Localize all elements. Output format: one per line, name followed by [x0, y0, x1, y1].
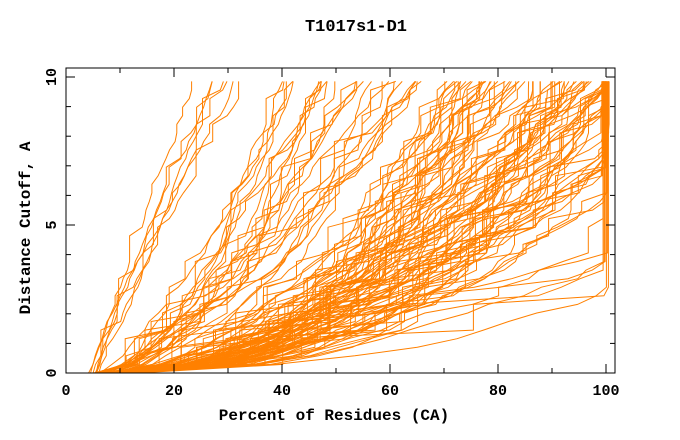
plot-frame-layer — [65, 67, 616, 374]
model-curve — [95, 81, 213, 374]
y-tick-label: 10 — [44, 68, 61, 86]
tick-labels-layer: 0 20 40 60 80 100 0 5 10 — [44, 68, 620, 400]
model-curve — [109, 81, 358, 374]
model-curve — [112, 81, 287, 374]
model-curve — [108, 81, 328, 374]
chart-title: T1017s1-D1 — [305, 18, 407, 37]
model-curve — [96, 81, 372, 374]
model-curve — [132, 81, 605, 374]
model-curve — [119, 81, 403, 374]
model-curve — [121, 81, 603, 374]
model-curve — [90, 81, 193, 374]
model-curve — [122, 81, 603, 374]
plot-frame — [65, 67, 616, 374]
model-curve — [118, 81, 472, 374]
model-curve — [115, 81, 328, 374]
model-curve — [120, 81, 604, 374]
model-curve — [122, 81, 448, 374]
model-curve — [102, 81, 422, 374]
model-curve — [105, 81, 570, 374]
model-curve — [113, 81, 446, 374]
model-curve — [137, 81, 609, 374]
model-curve — [106, 81, 455, 374]
x-tick-label: 20 — [165, 383, 183, 400]
model-curve — [98, 81, 224, 374]
model-curve — [98, 81, 416, 374]
model-curve — [124, 81, 607, 374]
model-curve — [104, 81, 417, 374]
model-curve — [112, 81, 461, 374]
model-curve — [92, 81, 240, 374]
model-curve — [106, 81, 526, 374]
model-curve — [121, 81, 604, 374]
model-curve — [99, 81, 285, 374]
model-curve — [127, 81, 606, 374]
x-tick-label: 0 — [61, 383, 70, 400]
model-curve — [109, 81, 609, 374]
model-curve — [116, 81, 603, 374]
model-curve — [129, 81, 459, 374]
model-curve — [117, 81, 534, 374]
model-curves-layer — [88, 80, 610, 374]
model-curve — [103, 81, 586, 374]
model-curve — [109, 81, 499, 374]
model-curve — [130, 80, 609, 374]
model-curve — [117, 81, 395, 374]
model-curve — [88, 81, 234, 374]
model-curve — [114, 81, 294, 374]
model-curve — [101, 81, 323, 374]
model-curve — [110, 81, 473, 374]
model-curve — [109, 81, 512, 374]
x-axis-label: Percent of Residues (CA) — [219, 407, 449, 425]
model-curve — [104, 81, 609, 374]
y-tick-label: 5 — [44, 220, 61, 229]
model-curve — [117, 81, 575, 374]
model-curve — [116, 81, 604, 374]
model-curve — [107, 81, 458, 374]
x-tick-label: 60 — [381, 383, 399, 400]
model-curve — [100, 81, 416, 374]
y-tick-label: 0 — [44, 368, 61, 377]
model-curve — [99, 81, 534, 374]
x-tick-label: 40 — [273, 383, 291, 400]
x-tick-label: 80 — [489, 383, 507, 400]
x-tick-label: 100 — [592, 383, 619, 400]
model-curve — [129, 81, 604, 374]
model-curve — [114, 81, 606, 374]
model-curve — [107, 81, 565, 374]
model-curve — [109, 81, 383, 374]
model-curve — [95, 81, 283, 374]
y-axis-label: Distance Cutoff, A — [17, 141, 35, 314]
model-curve — [119, 81, 607, 374]
